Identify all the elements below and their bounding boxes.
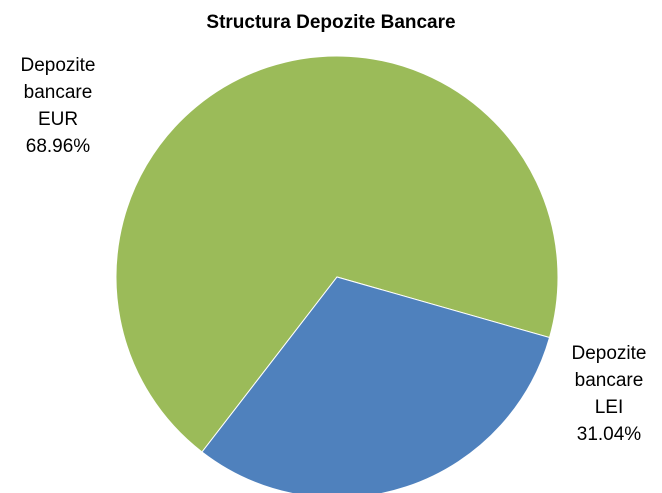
pie-slice-lei [201, 276, 551, 493]
label-lei-line-1: Depozite [571, 343, 647, 364]
data-label-eur: Depozite bancare EUR 68.96% [0, 52, 116, 160]
label-lei-value: 31.04% [576, 424, 642, 445]
label-eur-value: 68.96% [25, 136, 91, 157]
label-eur-line-2: bancare [23, 82, 93, 103]
pie-slice-eur [115, 55, 559, 453]
label-eur-line-3: EUR [37, 109, 79, 130]
label-lei-line-2: bancare [574, 370, 644, 391]
chart-title: Structura Depozite Bancare [206, 12, 456, 33]
label-eur-line-1: Depozite [20, 55, 96, 76]
label-lei-line-3: LEI [594, 397, 624, 418]
data-label-lei: Depozite bancare LEI 31.04% [551, 340, 662, 448]
